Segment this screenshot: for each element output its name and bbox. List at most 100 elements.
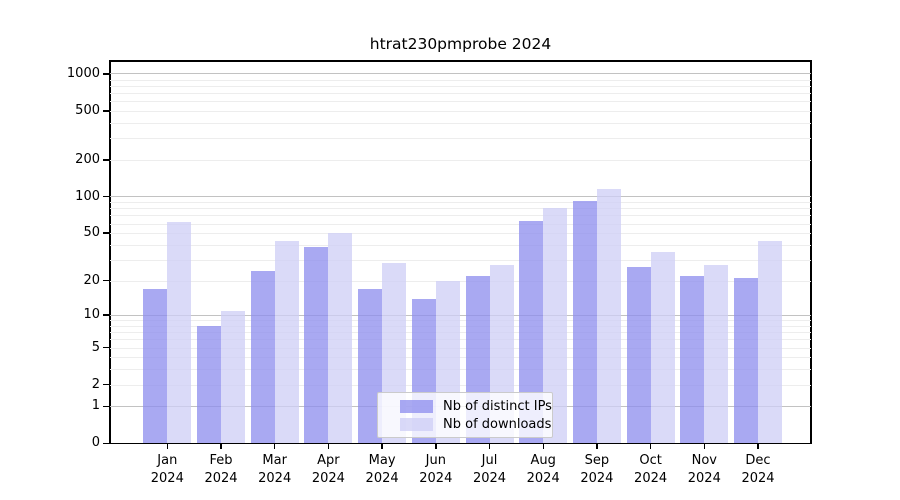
- x-tick-year: 2024: [204, 470, 238, 486]
- x-tick-month: Aug: [530, 453, 556, 468]
- minor-gridline: [110, 280, 811, 282]
- bar-ips-feb: [197, 325, 221, 444]
- y-tick-label: 0: [91, 435, 100, 451]
- minor-gridline: [110, 223, 811, 225]
- x-tick-year: 2024: [365, 470, 399, 486]
- y-tick-mark: [103, 195, 109, 198]
- x-tick-label: Aug 2024: [511, 452, 575, 487]
- x-tick-label: Mar 2024: [243, 452, 307, 487]
- minor-gridline: [110, 233, 811, 235]
- y-tick-mark: [103, 110, 109, 112]
- x-tick-month: Feb: [209, 453, 233, 468]
- x-tick-year: 2024: [419, 470, 453, 486]
- y-tick-mark: [103, 159, 109, 161]
- bar-downloads-nov: [704, 265, 729, 444]
- bar-ips-apr: [304, 247, 329, 444]
- x-tick-year: 2024: [311, 470, 345, 486]
- y-tick-mark: [103, 232, 109, 234]
- minor-gridline: [110, 244, 811, 246]
- plot-top-spine: [109, 60, 812, 62]
- x-tick-month: Oct: [639, 453, 662, 468]
- plot-right-spine: [809, 60, 812, 444]
- x-tick-month: Jan: [157, 453, 178, 468]
- x-tick-mark: [327, 444, 330, 449]
- minor-gridline: [110, 347, 811, 349]
- x-tick-label: Feb 2024: [189, 452, 253, 487]
- x-tick-label: Nov 2024: [672, 452, 736, 487]
- major-gridline: [110, 73, 811, 75]
- legend-item: Nb of distinct IPs: [400, 399, 552, 414]
- y-tick-label: 20: [83, 272, 100, 288]
- y-tick-label: 5: [91, 339, 100, 355]
- y-tick-label: 1: [91, 398, 100, 414]
- legend: Nb of distinct IPs Nb of downloads: [377, 392, 553, 438]
- x-tick-month: Jul: [481, 453, 498, 468]
- plot-bottom-spine: [109, 442, 812, 445]
- bar-ips-sep: [572, 201, 597, 444]
- x-tick-mark: [757, 444, 759, 449]
- y-tick-mark: [103, 279, 109, 282]
- plot-area: 0 1 2 5 10 20 50 100 200 500 1000 Jan 2024 Feb 2024 Mar…: [67, 60, 812, 486]
- minor-gridline: [110, 110, 811, 112]
- x-tick-year: 2024: [526, 470, 560, 486]
- y-tick-mark: [103, 405, 109, 407]
- x-tick-label: Apr 2024: [296, 452, 360, 487]
- x-tick-month: Sep: [584, 453, 610, 468]
- bar-downloads-oct: [650, 251, 675, 444]
- minor-gridline: [110, 122, 811, 124]
- legend-label: Nb of distinct IPs: [443, 398, 552, 414]
- y-tick-label: 2: [91, 376, 100, 392]
- x-tick-label: Jun 2024: [404, 452, 468, 487]
- bar-downloads-apr: [328, 233, 353, 444]
- bar-downloads-dec: [758, 241, 782, 444]
- minor-gridline: [110, 320, 811, 322]
- minor-gridline: [110, 259, 811, 261]
- minor-gridline: [110, 138, 811, 140]
- x-tick-month: Jun: [425, 453, 446, 468]
- x-tick-label: Jul 2024: [458, 452, 522, 487]
- chart-title: htrat230pmprobe 2024: [369, 35, 552, 53]
- x-tick-mark: [166, 444, 168, 449]
- bar-ips-dec: [734, 278, 758, 444]
- x-tick-year: 2024: [150, 470, 184, 486]
- bar-ips-mar: [250, 271, 275, 444]
- minor-gridline: [110, 101, 811, 103]
- y-axis-spine: [109, 60, 111, 444]
- bar-downloads-jan: [167, 221, 192, 444]
- legend-label: Nb of downloads: [443, 416, 552, 432]
- x-tick-label: Jan 2024: [135, 452, 199, 487]
- minor-gridline: [110, 357, 811, 359]
- legend-item: Nb of downloads: [400, 417, 552, 432]
- bar-downloads-sep: [596, 189, 621, 444]
- y-tick-mark: [103, 442, 109, 445]
- x-tick-year: 2024: [634, 470, 668, 486]
- x-tick-label: Dec 2024: [726, 452, 790, 487]
- x-tick-mark: [435, 444, 437, 449]
- minor-gridline: [110, 369, 811, 371]
- x-tick-mark: [488, 444, 491, 449]
- x-tick-month: Nov: [691, 453, 717, 468]
- y-tick-label: 200: [75, 151, 100, 167]
- bar-downloads-mar: [274, 241, 299, 444]
- y-tick-label: 50: [83, 225, 100, 241]
- minor-gridline: [110, 93, 811, 94]
- bar-ips-jan: [143, 288, 168, 444]
- x-tick-year: 2024: [580, 470, 614, 486]
- minor-gridline: [110, 384, 811, 386]
- x-tick-mark: [220, 444, 222, 449]
- x-tick-month: May: [368, 453, 396, 468]
- y-tick-label: 10: [83, 307, 100, 323]
- x-tick-year: 2024: [258, 470, 292, 486]
- x-tick-year: 2024: [741, 470, 775, 486]
- x-tick-year: 2024: [687, 470, 721, 486]
- y-tick-mark: [103, 383, 109, 386]
- x-tick-mark: [649, 444, 652, 449]
- minor-gridline: [110, 339, 811, 341]
- x-tick-mark: [596, 444, 598, 449]
- y-tick-label: 500: [75, 102, 100, 118]
- y-tick-mark: [103, 346, 109, 349]
- y-tick-mark: [103, 73, 109, 75]
- y-tick-label: 100: [75, 188, 100, 204]
- x-tick-mark: [273, 444, 276, 449]
